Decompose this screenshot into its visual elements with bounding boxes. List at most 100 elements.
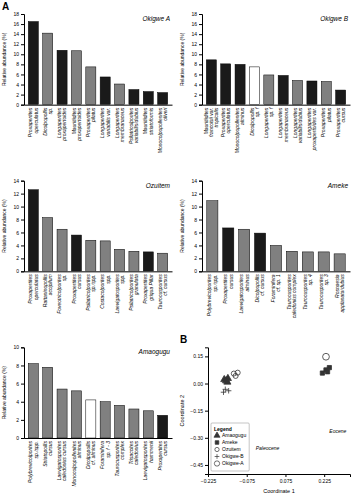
- bar: [100, 77, 110, 105]
- tick-label-line: operculatus: [225, 107, 231, 133]
- tick: 2: [16, 417, 24, 423]
- tick: 0: [16, 268, 24, 274]
- tick-label-line: cursus: [228, 274, 234, 289]
- legend-marker: [215, 454, 220, 459]
- tick-mark: [21, 347, 24, 348]
- tick: 0: [16, 102, 24, 108]
- y-axis: 02468101214: [13, 178, 24, 275]
- tick-label-line: tropicalis: [213, 107, 219, 127]
- x-axis: Polybrevicolporitessp./spp.Striatopollis…: [25, 439, 173, 487]
- tick-label-line: caledonius cursus: [61, 441, 67, 482]
- tick-mark: [21, 85, 24, 86]
- axis-line: [21, 15, 25, 106]
- tick-mark: [21, 420, 24, 421]
- series: [221, 387, 232, 395]
- tick-label-line: sp.: [61, 274, 67, 281]
- tick-label: 0: [16, 102, 19, 108]
- tick-label-line: variabilis/dubius: [133, 107, 139, 143]
- tick: Longapertitessp. f: [263, 107, 274, 138]
- tick-label: Longapertitesproxapertoides: [56, 107, 67, 142]
- bar: [100, 241, 110, 271]
- legend: LegendAmaoguguAmekeOzuitemOkigwe-BOkigwe…: [211, 423, 249, 471]
- tick-label: Monocolpopollenitesalminus: [234, 107, 245, 153]
- tick: Mauritiiditesstriatoformis: [142, 107, 153, 135]
- tick-label: Psilatricolporitesvariabilis/dubius: [128, 107, 139, 144]
- tick-label-line: alminus: [244, 274, 250, 292]
- points: [221, 353, 332, 395]
- bar: [321, 81, 331, 104]
- tick-label-line: proxapertoides: [61, 107, 67, 142]
- tick: Dicolpopollissp. f: [249, 107, 260, 136]
- tick-label: 12: [191, 191, 197, 197]
- tick-label-line: cf. cursus: [162, 274, 168, 296]
- tick: Rosnaesiaapplanata/dubius: [334, 274, 345, 313]
- panel-title: Ozuitem: [146, 182, 171, 189]
- tick-label: 2: [16, 255, 19, 261]
- legend-title: Legend: [214, 426, 232, 432]
- tick-label: 4: [16, 399, 19, 405]
- tick: 0: [194, 102, 202, 108]
- bar-panel: 024681012141618Mauritiiditesfrancoisii v…: [179, 11, 351, 153]
- tick-mark: [199, 95, 202, 96]
- tick-label: 0.225: [318, 478, 331, 484]
- tick: −0.15: [190, 408, 208, 414]
- bar: [28, 190, 38, 272]
- tick-mark: [205, 438, 208, 439]
- series: [323, 353, 330, 360]
- tick: 10: [13, 204, 24, 210]
- tick-label: Laevigatosporiteshammenii: [142, 440, 153, 480]
- tick-mark: [21, 365, 24, 366]
- x-axis: Polybrevicolporitessp./spp.Proxapertites…: [203, 272, 351, 318]
- tick: 6: [16, 72, 24, 78]
- tick: 12: [13, 41, 24, 47]
- tick: Proxapertitesgriqua Pillar: [142, 274, 153, 304]
- bar: [302, 252, 313, 271]
- tick-label: Rattaninopollisaccipilum: [42, 274, 53, 307]
- tick-label: 6: [16, 230, 19, 236]
- tick: Psilatricolporitessp./spp.: [85, 274, 96, 311]
- tick-label-line: spp.: [119, 274, 125, 283]
- tick-label: Proxapertitesoperculatus: [27, 274, 38, 304]
- tick-label: Longapertitesmembranaceus: [277, 107, 288, 142]
- x-axis: −0.225−0.0750.0750.225: [201, 474, 351, 484]
- tick: 6: [194, 230, 202, 236]
- tick-label: Monocolpopollenitesoliveri: [157, 107, 168, 153]
- tick-mark: [21, 384, 24, 385]
- x-axis: Mauritiiditesfrancoisii var.tropicalisPr…: [203, 105, 351, 153]
- tick: 0: [16, 435, 24, 441]
- tick-label: Longapertitesproxapertoides var.: [306, 107, 317, 151]
- x-axis: Proxapertitesoperculatus Rattaninopollisa…: [25, 272, 173, 314]
- tick-label: Polybrevicolporitessp./spp.: [206, 274, 217, 316]
- y-axis-title: Relative abundance (%): [1, 32, 7, 86]
- bars: [28, 22, 167, 105]
- tick: Taurocusporitescaledonius complex: [286, 274, 297, 318]
- tick-label-line: caledonius: [133, 441, 139, 465]
- tick-label: Foraminiferacf. sp. 1: [270, 274, 281, 302]
- tick-label-line: caledonius complex: [291, 274, 297, 318]
- legend-marker: [215, 447, 219, 451]
- tick-label: Monocolpopollenitesalminus: [71, 441, 82, 487]
- tick-label: Striatopolliscursus: [42, 441, 53, 467]
- tick-label: Trisaccitescaledonius: [128, 441, 139, 465]
- panel-title: Ameke: [327, 182, 349, 189]
- bar: [223, 228, 234, 271]
- tick-label: 0: [16, 435, 19, 441]
- tick-mark: [199, 194, 202, 195]
- tick-label: 10: [13, 51, 19, 57]
- tick-label-line: pilatus: [90, 107, 96, 123]
- tick-label-line: proxapertoides var.: [311, 108, 317, 152]
- tick-label-line: operculatus: [33, 274, 39, 300]
- point: [327, 365, 331, 369]
- tick: 8: [16, 61, 24, 67]
- tick: Rattaninopollisaccipilum: [42, 274, 53, 307]
- bars: [206, 60, 345, 105]
- tick-mark: [21, 24, 24, 25]
- tick-label: 4: [16, 243, 19, 249]
- tick: 8: [16, 217, 24, 223]
- bar: [249, 67, 259, 105]
- tick-label: −0.45: [190, 462, 203, 468]
- tick-label: Taurocusporitescaledonius complex: [286, 274, 297, 318]
- bar: [57, 229, 67, 271]
- bar: [221, 64, 231, 105]
- bar: [43, 33, 53, 105]
